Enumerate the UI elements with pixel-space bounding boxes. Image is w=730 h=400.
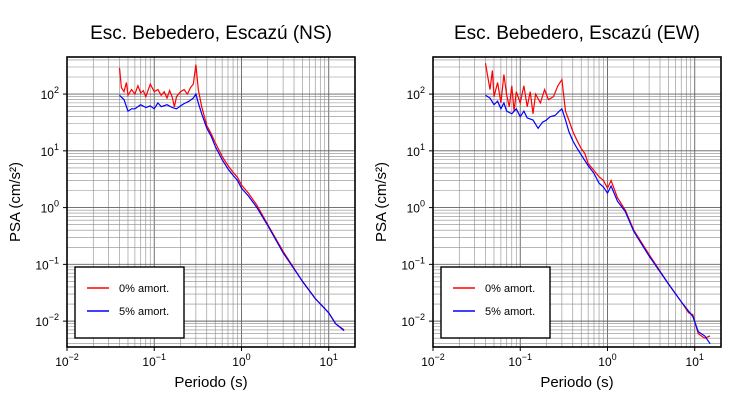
y-tick-label: 101 [407, 142, 425, 159]
legend: 0% amort. 5% amort. [440, 266, 551, 339]
x-tick-label: 10−1 [142, 352, 166, 369]
legend-label: 0% amort. [119, 283, 169, 295]
x-tick-label: 100 [232, 352, 250, 369]
y-tick-label: 100 [41, 199, 59, 216]
plot-frame [66, 56, 356, 348]
series-line-amort-0 [118, 64, 345, 331]
x-tick-label: 101 [320, 352, 338, 369]
y-tick-label: 100 [407, 199, 425, 216]
chart-title: Esc. Bebedero, Escazú (EW) [454, 23, 700, 44]
legend-label: 5% amort. [119, 306, 169, 318]
series-line-amort-5 [119, 92, 345, 332]
legend-label: 0% amort. [485, 283, 535, 295]
x-tick-label: 101 [686, 352, 704, 369]
y-tick-label: 10−2 [35, 312, 59, 329]
y-axis-label: PSA (cm/s²) [373, 162, 390, 242]
chart-title: Esc. Bebedero, Escazú (NS) [90, 23, 332, 44]
x-tick-label: 100 [598, 352, 616, 369]
y-tick-label: 10−1 [401, 255, 425, 272]
y-tick-label: 10−1 [35, 255, 59, 272]
y-tick-label: 101 [41, 142, 59, 159]
y-tick-label: 102 [407, 85, 425, 102]
series-line-amort-5 [485, 94, 711, 345]
y-tick-label: 102 [41, 85, 59, 102]
legend: 0% amort. 5% amort. [74, 266, 185, 339]
legend-box [74, 266, 185, 339]
y-tick-label: 10−2 [401, 312, 425, 329]
x-axis-label: Periodo (s) [540, 374, 613, 391]
y-axis-label: PSA (cm/s²) [7, 162, 24, 242]
x-axis-label: Periodo (s) [174, 374, 247, 391]
x-tick-label: 10−1 [508, 352, 532, 369]
x-tick-label: 10−2 [421, 352, 445, 369]
series-line-amort-0 [484, 63, 711, 339]
legend-box [440, 266, 551, 339]
chart-panel-2: 10−2 10−1 100 101 10−2 10−1 100 101 102 Esc. Bebe… [373, 23, 722, 391]
plot-frame [432, 56, 722, 348]
chart-panel-1: 10−2 10−1 100 101 10−2 10−1 100 101 102 Esc. Bebe… [7, 23, 356, 391]
x-tick-label: 10−2 [55, 352, 79, 369]
legend-label: 5% amort. [485, 306, 535, 318]
